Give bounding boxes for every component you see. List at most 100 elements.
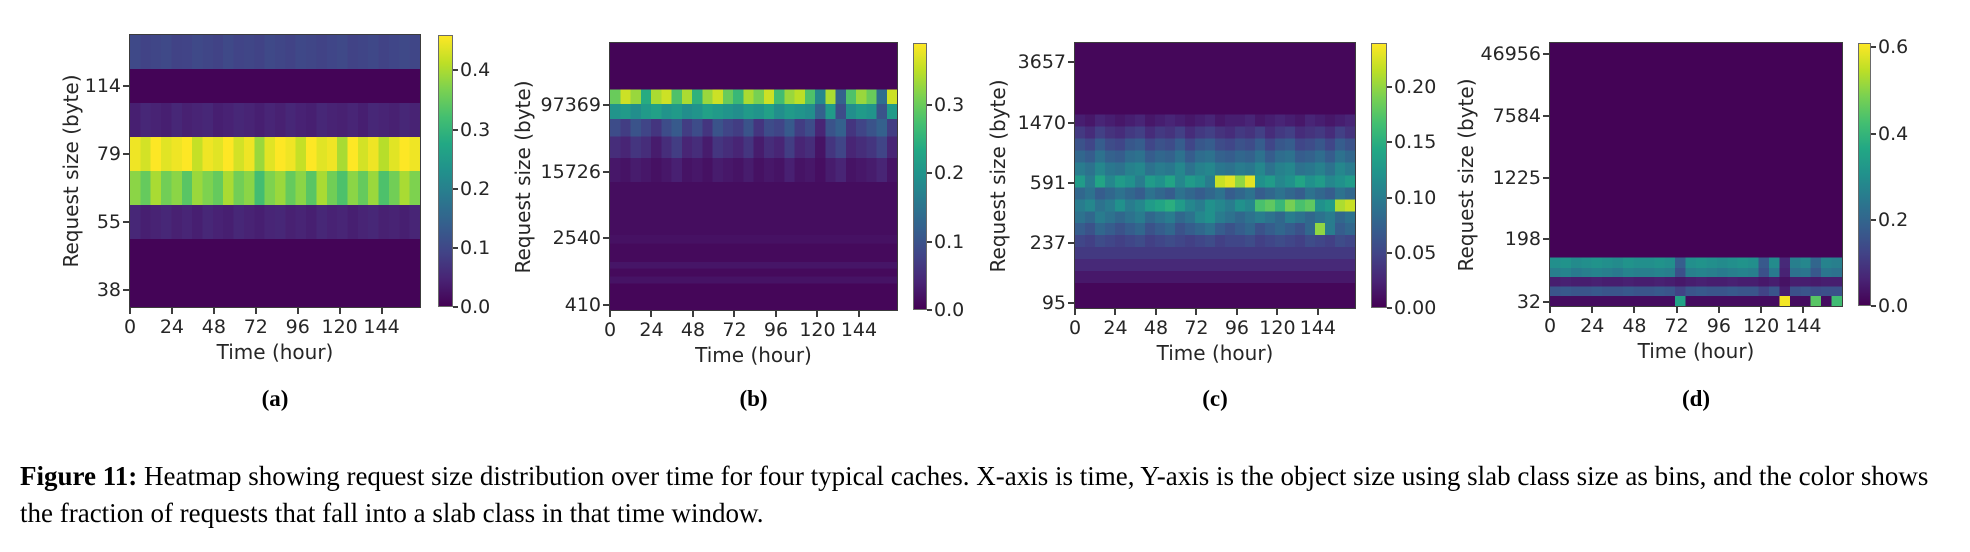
- y-axis-label-a: Request size (byte): [59, 74, 83, 268]
- y-tick-label-b: 2540: [552, 227, 601, 250]
- y-tick-label-b: 410: [564, 293, 601, 316]
- x-tick-label-d: 48: [1622, 315, 1647, 337]
- heatmap-plot-a: [130, 35, 420, 307]
- x-tick-mark-d: [1717, 307, 1720, 313]
- colorbar-tick-mark-d: [1871, 132, 1876, 135]
- y-tick-mark-a: [123, 85, 129, 87]
- y-tick-mark-d: [1543, 176, 1549, 179]
- x-tick-label-d: 144: [1785, 315, 1822, 337]
- y-axis-label-b: Request size (byte): [511, 79, 535, 274]
- colorbar-tick-label-c: 0.00: [1394, 297, 1437, 319]
- x-axis-label-c: Time (hour): [1156, 341, 1274, 365]
- heatmap-plot-c: [1075, 43, 1355, 308]
- x-tick-mark-c: [1195, 309, 1198, 315]
- x-tick-mark-c: [1074, 309, 1076, 315]
- x-tick-label-b: 0: [603, 319, 617, 341]
- colorbar-b: [913, 43, 927, 310]
- colorbar-tick-label-a: 0.2: [460, 177, 491, 200]
- x-tick-mark-b: [733, 311, 736, 317]
- y-tick-mark-a: [123, 289, 129, 291]
- y-tick-mark-c: [1068, 242, 1074, 245]
- y-tick-mark-b: [603, 237, 609, 240]
- colorbar-tick-label-b: 0.0: [934, 299, 965, 321]
- y-tick-label-c: 591: [1029, 171, 1066, 194]
- x-tick-label-d: 120: [1742, 315, 1780, 337]
- colorbar-tick-mark-c: [1387, 307, 1392, 309]
- colorbar-tick-label-a: 0.1: [460, 236, 491, 259]
- x-tick-label-b: 72: [722, 319, 747, 341]
- x-tick-label-a: 144: [363, 316, 400, 338]
- x-tick-mark-b: [816, 311, 819, 317]
- x-tick-label-c: 24: [1103, 317, 1128, 339]
- x-tick-label-b: 120: [799, 319, 836, 341]
- panel-label-b: (b): [739, 386, 768, 411]
- x-tick-label-d: 24: [1580, 315, 1605, 337]
- y-tick-mark-c: [1068, 61, 1074, 64]
- x-tick-mark-b: [650, 311, 653, 317]
- colorbar-tick-mark-c: [1387, 196, 1392, 199]
- x-tick-label-a: 120: [321, 316, 358, 338]
- plot-frame-c: [1074, 42, 1356, 309]
- y-tick-label-d: 32: [1516, 291, 1541, 314]
- x-tick-label-c: 0: [1068, 317, 1082, 339]
- x-tick-label-a: 48: [201, 316, 226, 338]
- plot-frame-a: [129, 34, 421, 308]
- y-axis-label-c: Request size (byte): [986, 78, 1010, 273]
- colorbar-a: [438, 35, 453, 307]
- x-tick-mark-d: [1633, 307, 1636, 313]
- y-tick-label-c: 3657: [1017, 51, 1066, 74]
- colorbar-tick-mark-d: [1871, 305, 1876, 307]
- x-tick-label-c: 144: [1299, 317, 1337, 339]
- panel-label-c: (c): [1202, 386, 1228, 411]
- colorbar-tick-mark-b: [927, 240, 932, 243]
- colorbar-tick-label-c: 0.05: [1394, 241, 1437, 264]
- x-tick-label-c: 120: [1259, 317, 1296, 339]
- y-tick-label-d: 198: [1504, 228, 1541, 251]
- y-tick-mark-b: [603, 303, 609, 306]
- colorbar-tick-mark-c: [1387, 251, 1392, 254]
- x-tick-mark-b: [857, 311, 860, 317]
- x-tick-mark-b: [774, 311, 777, 317]
- heatmap-plot-d: [1550, 43, 1842, 306]
- colorbar-tick-label-c: 0.15: [1394, 131, 1437, 154]
- colorbar-tick-label-a: 0.4: [460, 59, 491, 82]
- colorbar-tick-mark-a: [453, 306, 458, 308]
- colorbar-tick-mark-a: [453, 246, 458, 249]
- colorbar-tick-mark-d: [1871, 46, 1876, 49]
- y-tick-mark-b: [603, 104, 609, 107]
- x-tick-label-d: 72: [1664, 315, 1689, 337]
- x-tick-label-a: 24: [159, 316, 185, 338]
- colorbar-tick-label-a: 0.3: [460, 118, 491, 141]
- colorbar-c: [1371, 43, 1387, 308]
- y-tick-mark-d: [1543, 115, 1549, 118]
- y-tick-label-a: 38: [96, 279, 121, 301]
- x-tick-label-c: 48: [1143, 317, 1169, 339]
- x-tick-mark-c: [1276, 309, 1279, 315]
- caption-text: Heatmap showing request size distributio…: [20, 461, 1929, 529]
- colorbar-tick-mark-b: [927, 103, 932, 106]
- y-tick-mark-c: [1068, 181, 1074, 184]
- y-tick-mark-d: [1543, 238, 1549, 241]
- caption-label: Figure 11:: [20, 461, 138, 491]
- y-tick-label-a: 55: [96, 211, 121, 233]
- y-tick-mark-c: [1068, 121, 1074, 124]
- colorbar-tick-mark-c: [1387, 86, 1392, 89]
- x-tick-mark-d: [1675, 307, 1678, 313]
- x-tick-label-b: 48: [680, 319, 706, 341]
- x-tick-mark-a: [129, 308, 131, 314]
- y-tick-label-c: 95: [1041, 291, 1066, 314]
- x-tick-mark-a: [380, 308, 383, 314]
- y-tick-label-c: 237: [1029, 232, 1066, 255]
- colorbar-tick-label-d: 0.4: [1878, 122, 1909, 145]
- y-tick-label-a: 79: [96, 143, 121, 165]
- y-tick-label-d: 1225: [1492, 166, 1541, 189]
- panel-label-d: (d): [1681, 386, 1711, 411]
- x-tick-label-b: 96: [763, 319, 789, 341]
- colorbar-tick-mark-a: [453, 187, 458, 190]
- colorbar-tick-label-d: 0.0: [1878, 295, 1909, 317]
- colorbar-tick-label-d: 0.2: [1878, 208, 1909, 231]
- figure-caption: Figure 11: Heatmap showing request size …: [20, 458, 1958, 533]
- x-tick-mark-c: [1154, 309, 1157, 315]
- colorbar-tick-mark-a: [453, 69, 458, 72]
